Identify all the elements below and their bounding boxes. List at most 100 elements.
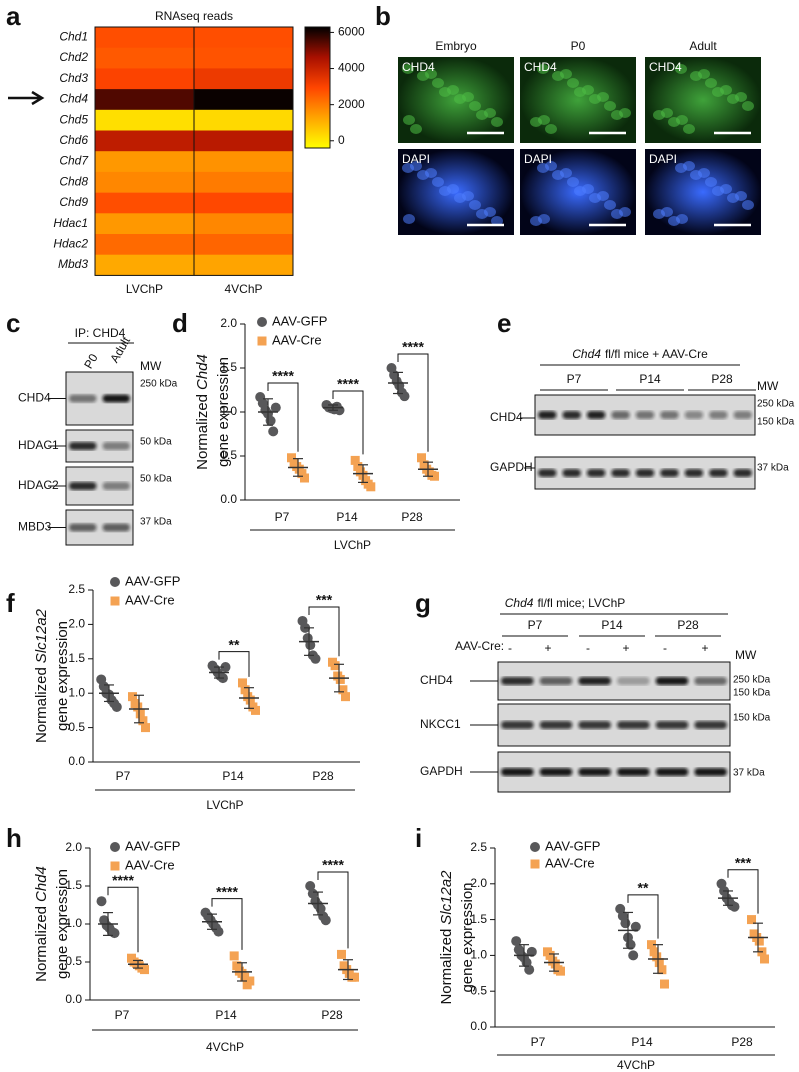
legend-marker [530,859,540,869]
y-tick-label: 2.5 [470,840,487,854]
legend-label: AAV-Cre [545,855,595,870]
band [709,411,728,419]
heatmap-cell [194,109,293,131]
band-label: GAPDH [490,460,533,474]
data-point [330,661,340,671]
x-tick-label: P28 [401,510,423,524]
title-gene: Chd4 [572,347,601,361]
heatmap-cell [194,151,293,173]
y-tick-label: 0.0 [68,754,85,768]
heatmap-cell [194,213,293,235]
size-label: 37 kDa [733,768,765,779]
data-point [652,952,662,962]
title-rest: fl/fl mice + AAV-Cre [605,347,708,361]
y-axis-label: Normalized Chd4 [33,866,50,982]
nucleus [410,124,422,134]
band [69,482,97,490]
band [501,768,534,776]
band-label: HDAC1 [18,438,59,452]
data-point [305,881,316,891]
data-point [760,954,769,964]
nucleus [403,115,415,125]
row-label: Hdac1 [53,216,88,230]
heatmap-cell [194,27,293,48]
y-label-prefix: Normalized [33,906,50,982]
title-gene: Chd4 [505,596,534,610]
panel-letter: g [415,588,431,618]
colorbar [304,26,331,149]
band [501,677,534,685]
nucleus [545,161,557,171]
band [709,469,728,477]
band [578,768,611,776]
band [69,394,97,403]
band [501,721,534,729]
y-tick-label: 1.0 [68,685,85,699]
heatmap-cell [95,89,194,111]
y-tick-label: 1.5 [220,360,237,374]
panel-letter: f [6,588,15,618]
nucleus [676,214,688,224]
band [102,482,130,490]
legend-marker [530,842,540,852]
size-label: 37 kDa [140,517,172,528]
data-point [335,674,345,684]
group-label: P28 [711,372,733,386]
nucleus [742,101,754,111]
significance-bracket [627,894,659,939]
significance-bracket [317,871,349,949]
row-label: Chd6 [59,133,88,147]
heatmap-cell [95,47,194,69]
blot [497,661,731,701]
legend-marker [257,336,267,346]
size-label: 37 kDa [757,463,789,474]
heatmap-cell [95,254,194,276]
legend-marker [110,577,120,587]
legend-marker [257,317,267,327]
data-point [245,695,255,705]
nucleus [462,92,474,102]
data-point [138,716,148,726]
row-label: Mbd3 [58,257,88,271]
data-point [240,972,250,982]
heatmap-cell [95,27,194,48]
significance-bracket [218,651,250,677]
stain-label: CHD4 [402,60,435,74]
data-point [729,901,740,912]
mw-label: MW [757,379,779,393]
data-point [620,918,631,929]
nucleus [683,161,695,171]
data-point [310,653,321,664]
nucleus [462,191,474,201]
nucleus [735,92,747,102]
data-point [545,950,555,960]
band [635,411,655,419]
row-label: Hdac2 [53,237,88,251]
data-point [754,936,764,946]
column-label: LVChP [126,282,163,296]
y-tick-label: 0.5 [470,983,487,997]
band [655,768,689,776]
data-point [238,678,247,688]
significance-label: **** [322,857,344,873]
data-point [511,936,522,947]
row-label: Chd3 [59,71,88,85]
nucleus [698,168,710,178]
band [586,411,606,419]
y-tick-label: 1.5 [470,912,487,926]
band [733,411,752,419]
group-label: 4VChP [617,1058,655,1072]
x-tick-label: P7 [275,510,290,524]
band-label: GAPDH [420,764,463,778]
row-label: Chd7 [59,154,89,168]
y-label-gene: Slc12a2 [33,608,50,663]
y-tick-label: 2.0 [68,617,85,631]
legend-label: AAV-GFP [545,838,600,853]
sign-label: + [701,641,708,655]
nucleus [661,207,673,217]
sign-label: - [586,641,590,655]
size-label: 250 kDa [733,675,771,686]
image-header: Adult [689,39,717,53]
colorbar-tick-label: 0 [338,133,345,147]
y-tick-label: 2.0 [470,876,487,890]
